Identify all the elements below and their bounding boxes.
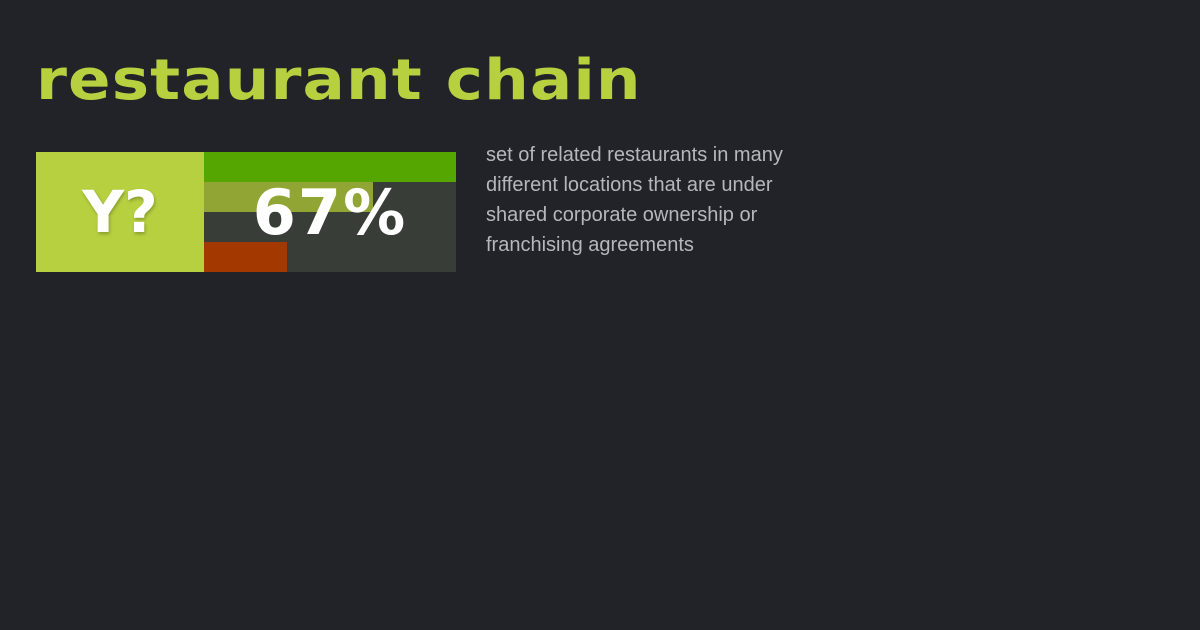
percent-text: 67% (252, 175, 408, 249)
score-card: Y? 67% (36, 152, 456, 272)
badge-label: Y? (36, 152, 204, 272)
description: set of related restaurants in many diffe… (486, 144, 783, 256)
bar-3 (204, 242, 288, 272)
bar-stack (204, 152, 456, 272)
bar-0 (204, 152, 456, 182)
page-title: restaurant chain (36, 48, 642, 113)
bar-1 (204, 182, 373, 212)
